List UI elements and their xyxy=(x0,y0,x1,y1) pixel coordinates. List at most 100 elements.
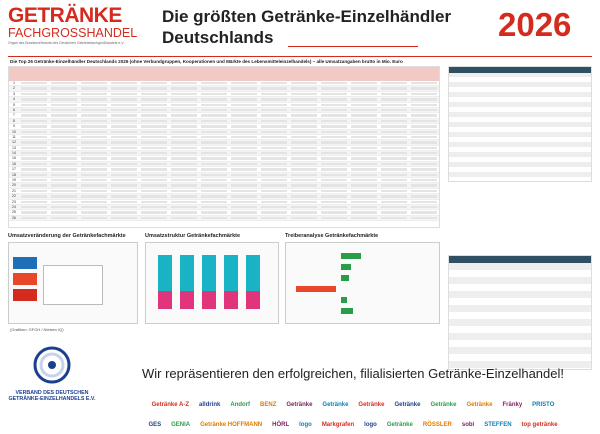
cell xyxy=(351,135,377,139)
cell xyxy=(51,179,77,182)
table-row: 12 xyxy=(9,140,439,146)
cell xyxy=(201,216,227,220)
bar xyxy=(202,291,216,309)
cell xyxy=(21,162,47,166)
cell xyxy=(81,184,107,187)
chart-panel xyxy=(145,242,279,324)
cell xyxy=(231,146,257,150)
cell xyxy=(381,87,407,90)
table-header xyxy=(9,67,439,81)
cell xyxy=(141,98,167,101)
cell xyxy=(141,162,167,166)
cell xyxy=(261,146,287,150)
cell xyxy=(321,184,347,187)
cell xyxy=(381,146,407,150)
brand-logo: STEFFEN xyxy=(484,422,512,428)
cell xyxy=(111,125,137,128)
cell xyxy=(291,152,317,155)
cell xyxy=(411,87,437,90)
cell xyxy=(51,189,77,193)
chart-panel xyxy=(285,242,440,324)
rank: 4 xyxy=(13,97,15,102)
cell xyxy=(381,103,407,106)
table-row: 22 xyxy=(9,194,439,200)
cell xyxy=(261,211,287,214)
cell xyxy=(171,114,197,117)
cell xyxy=(411,146,437,150)
cell xyxy=(411,141,437,144)
cell xyxy=(21,119,47,123)
cell xyxy=(261,108,287,112)
cell xyxy=(351,184,377,187)
table-caption: Die Top 26 Getränke-Einzelhändler Deutsc… xyxy=(10,59,403,64)
cell xyxy=(81,157,107,160)
cell xyxy=(231,184,257,187)
cell xyxy=(351,173,377,177)
cell xyxy=(351,108,377,112)
cell xyxy=(351,130,377,133)
cell xyxy=(21,157,47,160)
cell xyxy=(201,189,227,193)
cell xyxy=(171,108,197,112)
cell xyxy=(81,195,107,198)
cell xyxy=(351,205,377,209)
cell xyxy=(141,152,167,155)
cell xyxy=(321,162,347,166)
cell xyxy=(81,135,107,139)
cell xyxy=(201,87,227,90)
rank: 13 xyxy=(12,145,16,150)
cell xyxy=(201,135,227,139)
cell xyxy=(201,103,227,106)
table-row: 17 xyxy=(9,167,439,173)
cell xyxy=(351,162,377,166)
cell xyxy=(351,157,377,160)
cell xyxy=(111,189,137,193)
cell xyxy=(81,82,107,85)
bar xyxy=(224,291,238,309)
cell xyxy=(351,146,377,150)
cell xyxy=(201,82,227,85)
cell xyxy=(81,108,107,112)
cell xyxy=(291,125,317,128)
brand-logo: alldrink xyxy=(199,402,221,408)
cell xyxy=(201,114,227,117)
brand-logo: Getränke xyxy=(466,402,493,408)
cell xyxy=(321,173,347,177)
cell xyxy=(381,82,407,85)
cell xyxy=(351,114,377,117)
cell xyxy=(111,173,137,177)
cell xyxy=(81,189,107,193)
cell xyxy=(291,103,317,106)
cell xyxy=(261,216,287,220)
cell xyxy=(321,205,347,209)
cell xyxy=(381,211,407,214)
association-logo: VERBAND DES DEUTSCHEN GETRÄNKE-EINZELHAN… xyxy=(8,345,96,402)
cell xyxy=(141,87,167,90)
cell xyxy=(381,125,407,128)
cell xyxy=(141,216,167,220)
bar xyxy=(246,255,260,291)
cell xyxy=(321,168,347,171)
cell xyxy=(231,152,257,155)
cell xyxy=(411,92,437,96)
cell xyxy=(321,152,347,155)
cell xyxy=(261,92,287,96)
rank: 20 xyxy=(12,183,16,188)
cell xyxy=(51,200,77,203)
cell xyxy=(381,184,407,187)
cell xyxy=(231,82,257,85)
cell xyxy=(231,162,257,166)
cell xyxy=(81,119,107,123)
cell xyxy=(411,211,437,214)
cell xyxy=(201,211,227,214)
cell xyxy=(141,92,167,96)
cell xyxy=(201,130,227,133)
cell xyxy=(381,216,407,220)
rank: 16 xyxy=(12,161,16,166)
chart-title: Treiberanalyse Getränkefachmärkte xyxy=(285,233,379,239)
bar xyxy=(341,264,351,270)
rank: 23 xyxy=(12,199,16,204)
cell xyxy=(231,103,257,106)
cell xyxy=(111,82,137,85)
cell xyxy=(411,195,437,198)
